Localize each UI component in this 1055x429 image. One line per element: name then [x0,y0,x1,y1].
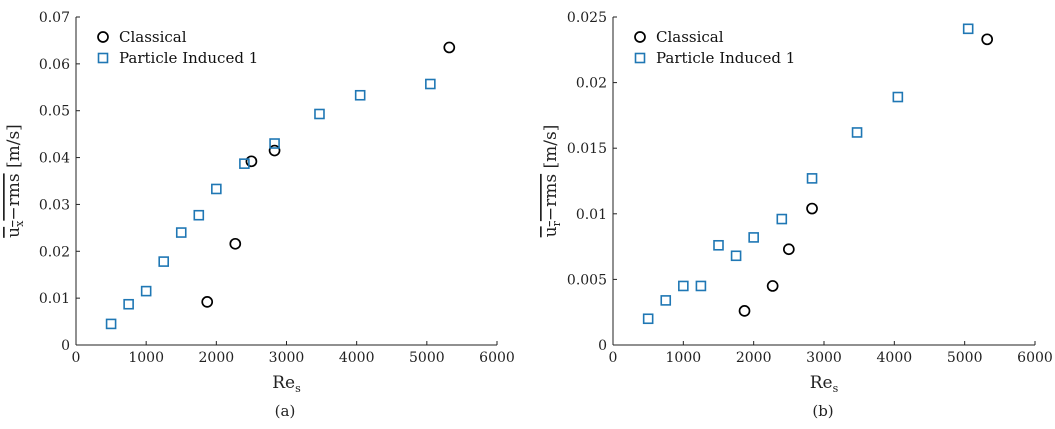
data-point-square [425,78,436,90]
x-axis-label: Res [810,373,839,395]
data-point-square [140,285,152,297]
data-point-circle [201,296,214,308]
data-point-square [695,280,707,292]
data-point-square [962,23,974,35]
data-point-circle [766,280,779,292]
data-point-square [748,232,759,243]
data-point-square [678,280,689,292]
x-tick-label: 5000 [947,350,983,366]
y-tick-label: 0.06 [39,57,70,73]
y-tick-label: 0.01 [576,207,607,223]
x-tick-label: 6000 [479,350,515,366]
data-point-square [158,256,170,267]
x-tick-label: 5000 [409,350,445,366]
data-point-square [713,239,724,251]
y-tick-label: 0.02 [576,76,607,92]
data-point-square [354,89,366,101]
y-tick-label: 0.07 [39,10,70,26]
series-classical [738,33,994,317]
series-particle-induced-1 [642,23,974,325]
y-tick-label: 0.05 [39,104,70,120]
y-axis-label: ur−rms [m/s] [541,125,563,238]
data-point-circle [229,237,242,250]
chart-panel-1: 0 1000 2000 3000 4000 5000 6000 0 0.01 0.02 0.03 0.… [4,10,515,420]
y-tick-label: 0 [598,338,607,354]
y-tick-label: 0.04 [39,151,70,167]
y-tick-label: 0 [61,338,70,354]
x-tick-label: 0 [72,350,81,366]
x-tick-label: 0 [609,350,618,366]
x-axis-label: Res [272,373,301,395]
y-tick-label: 0.01 [39,291,70,307]
panel-caption: (b) [812,402,833,420]
data-point-circle [782,243,795,256]
y-tick-label: 0.015 [567,141,607,157]
data-point-square [193,209,205,221]
legend-label: Particle Induced 1 [119,49,258,67]
x-tick-label: 4000 [339,350,375,366]
data-point-circle [268,144,281,157]
data-point-square [123,298,134,310]
y-tick-label: 0.03 [39,197,70,213]
legend-marker-circle [97,31,109,43]
data-point-square [314,108,325,120]
data-point-circle [738,305,751,317]
data-point-square [211,183,222,195]
data-point-square [892,91,904,103]
legend-label: Classical [119,28,187,46]
y-tick-label: 0.025 [567,10,607,26]
x-tick-label: 4000 [877,350,913,366]
data-point-square [175,227,187,238]
data-point-circle [443,41,456,54]
x-tick-label: 1000 [666,350,702,366]
data-point-square [776,213,788,225]
x-tick-label: 2000 [736,350,772,366]
series-particle-induced-1 [105,78,436,330]
legend-label: Classical [656,28,724,46]
y-tick-label: 0.02 [39,244,70,260]
chart-panel-2: 0 1000 2000 3000 4000 5000 6000 0 0.005 0.01 0.015… [541,10,1053,420]
data-point-square [269,138,280,149]
data-point-square [660,295,672,306]
data-point-square [105,318,117,330]
data-point-square [851,127,863,138]
legend: Classical Particle Induced 1 [634,28,795,67]
x-tick-label: 3000 [806,350,842,366]
data-point-square [806,173,818,184]
series-classical [201,41,456,308]
data-point-square [642,313,654,325]
y-axis-label: ux−rms [m/s] [4,124,26,238]
legend: Classical Particle Induced 1 [97,28,258,67]
panel-caption: (a) [275,402,296,420]
data-point-circle [245,155,258,168]
x-tick-label: 1000 [128,350,164,366]
legend-marker-square [97,52,109,64]
legend-label: Particle Induced 1 [656,49,795,67]
x-tick-label: 2000 [199,350,235,366]
data-point-circle [806,202,818,215]
data-point-circle [981,33,994,46]
x-tick-label: 3000 [269,350,305,366]
x-tick-label: 6000 [1017,350,1053,366]
legend-marker-square [634,52,646,64]
data-point-square [730,250,742,262]
legend-marker-circle [634,31,646,43]
y-tick-label: 0.005 [567,272,607,288]
data-point-square [239,158,250,169]
